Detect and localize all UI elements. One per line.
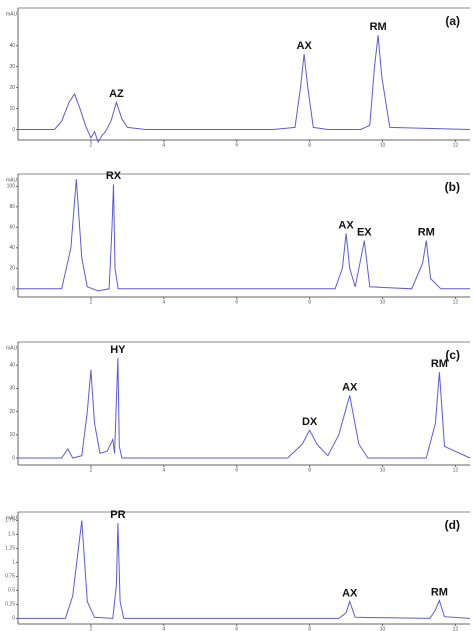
- x-tick-label: 10: [380, 142, 386, 148]
- y-tick-label: 0: [12, 455, 15, 461]
- y-axis-label: mAU: [6, 11, 18, 17]
- y-tick-label: 30: [9, 386, 15, 392]
- x-tick-label: 6: [235, 142, 238, 148]
- x-tick-label: 2: [90, 142, 93, 148]
- peak-label: RM: [431, 586, 448, 598]
- peak-label: RM: [370, 21, 387, 33]
- trace: [18, 35, 471, 144]
- x-tick-label: 4: [162, 142, 165, 148]
- trace: [18, 179, 470, 292]
- x-tick-label: 8: [308, 467, 311, 473]
- x-tick-label: 10: [380, 299, 386, 305]
- y-tick-label: 0.25: [5, 602, 15, 608]
- x-tick-label: 12: [453, 626, 459, 631]
- y-tick-label: 20: [9, 409, 15, 415]
- trace: [18, 520, 471, 619]
- x-tick-label: 8: [308, 299, 311, 305]
- peak-label: AX: [342, 588, 358, 600]
- x-tick-label: 6: [235, 467, 238, 473]
- peak-label: HY: [110, 344, 126, 356]
- peak-label: AX: [342, 381, 358, 393]
- trace: [18, 358, 471, 459]
- peak-label: EX: [357, 227, 372, 239]
- x-tick-label: 10: [380, 467, 386, 473]
- y-tick-label: 20: [9, 85, 15, 91]
- peak-label: AX: [338, 219, 354, 231]
- x-tick-label: 8: [308, 626, 311, 631]
- x-tick-label: 4: [162, 467, 165, 473]
- x-tick-label: 2: [90, 467, 93, 473]
- y-tick-label: 0: [12, 286, 15, 292]
- x-tick-label: 4: [162, 299, 165, 305]
- y-tick-label: 40: [9, 245, 15, 251]
- peak-label: AZ: [109, 88, 124, 100]
- y-tick-label: 100: [7, 184, 16, 190]
- y-tick-label: 80: [9, 204, 15, 210]
- y-tick-label: 40: [9, 363, 15, 369]
- peak-label: DX: [302, 416, 318, 428]
- y-tick-label: 40: [9, 43, 15, 49]
- y-tick-label: 60: [9, 225, 15, 231]
- y-tick-label: 10: [9, 106, 15, 112]
- peak-label: RM: [418, 227, 435, 239]
- peak-label: RX: [106, 170, 122, 182]
- y-tick-label: 1.75: [5, 518, 15, 524]
- y-tick-label: 0: [12, 616, 15, 622]
- y-tick-label: 1.25: [5, 546, 15, 552]
- y-tick-label: 1: [12, 560, 15, 566]
- y-tick-label: 20: [9, 266, 15, 272]
- y-tick-label: 0.75: [5, 574, 15, 580]
- y-axis-label: mAU: [6, 177, 18, 183]
- x-tick-label: 4: [162, 626, 165, 631]
- y-tick-label: 30: [9, 64, 15, 70]
- peak-label: RM: [431, 358, 448, 370]
- panel-label: (c): [445, 348, 460, 362]
- x-tick-label: 2: [90, 626, 93, 631]
- x-tick-label: 12: [453, 299, 459, 305]
- y-tick-label: 0: [12, 127, 15, 133]
- x-tick-label: 8: [308, 142, 311, 148]
- y-tick-label: 1.5: [8, 532, 15, 538]
- x-tick-label: 6: [235, 299, 238, 305]
- x-tick-label: 12: [453, 467, 459, 473]
- panel-label: (a): [445, 14, 460, 28]
- panel-label: (d): [445, 518, 460, 532]
- y-tick-label: 0.5: [8, 588, 15, 594]
- x-tick-label: 10: [380, 626, 386, 631]
- x-tick-label: 12: [453, 142, 459, 148]
- x-tick-label: 6: [235, 626, 238, 631]
- panel-label: (b): [445, 180, 460, 194]
- x-tick-label: 2: [90, 299, 93, 305]
- y-axis-label: mAU: [6, 515, 18, 521]
- y-tick-label: 10: [9, 432, 15, 438]
- peak-label: PR: [110, 509, 125, 521]
- peak-label: AX: [297, 40, 313, 52]
- y-axis-label: mAU: [6, 345, 18, 351]
